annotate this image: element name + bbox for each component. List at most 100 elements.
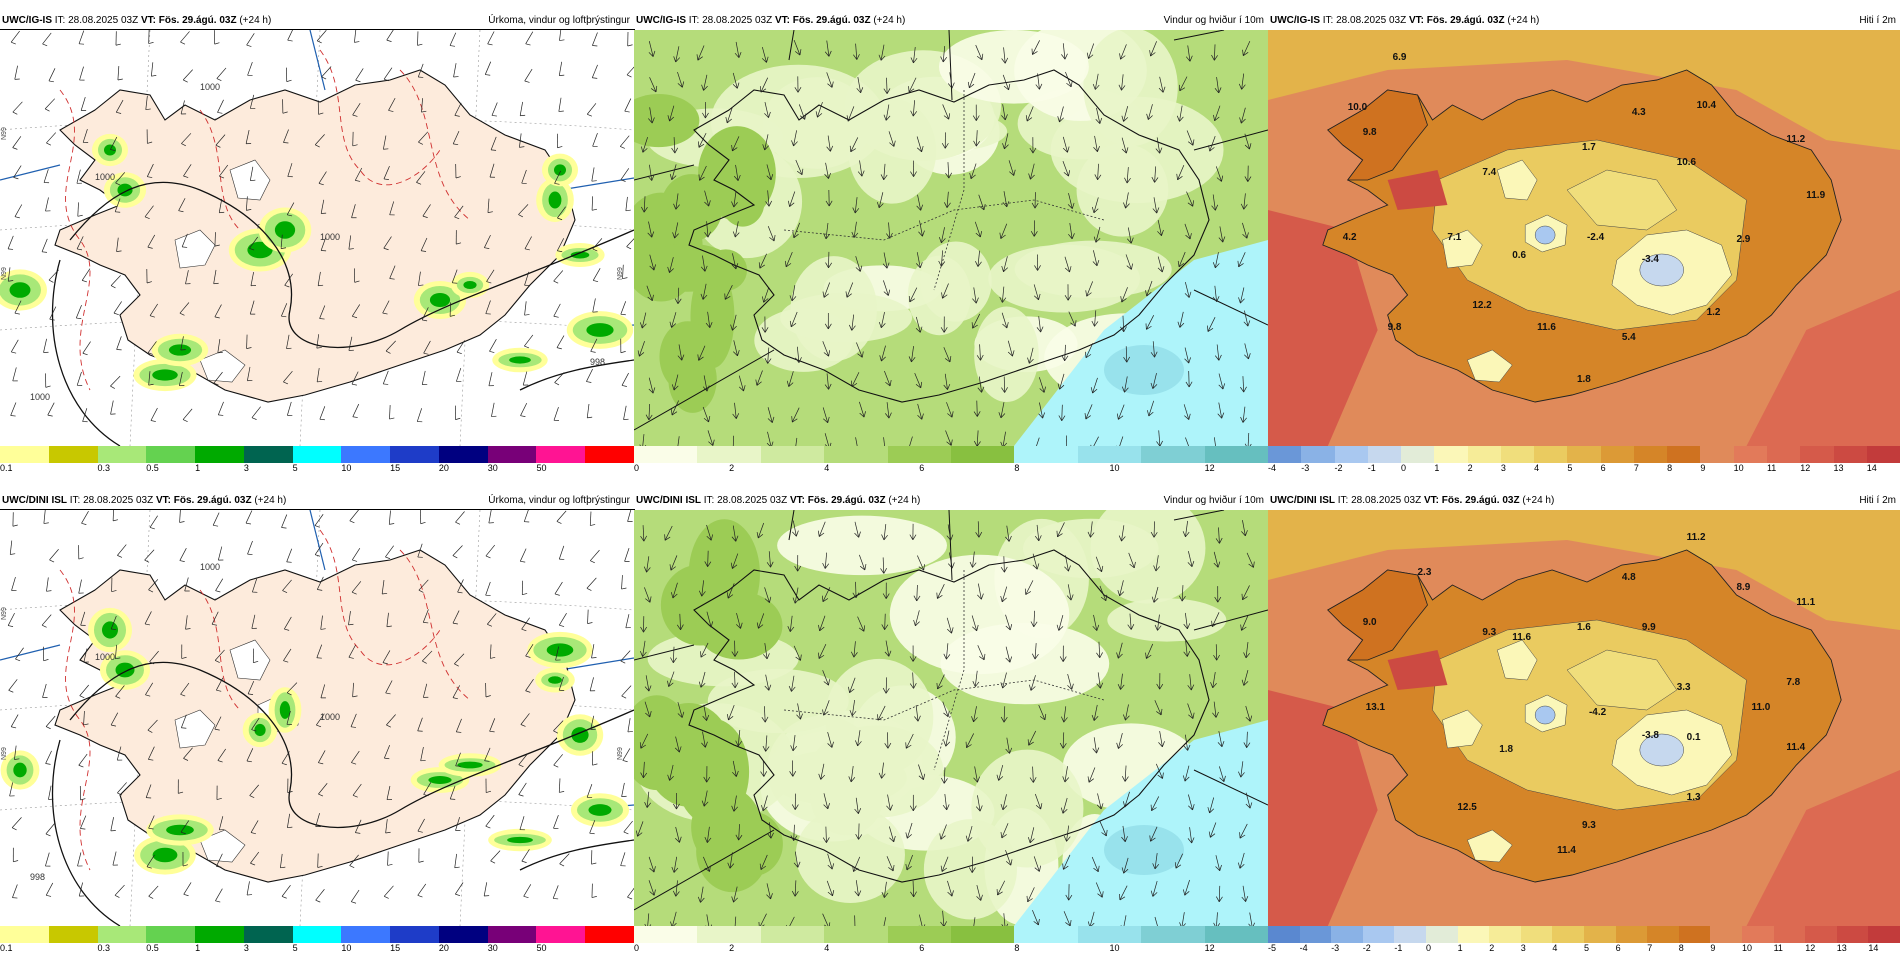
legend-swatch: [488, 926, 537, 943]
legend-tick: 0.3: [98, 463, 111, 473]
panel-header: UWC/IG-IS IT: 28.08.2025 03Z VT: Fös. 29…: [1268, 12, 1900, 30]
run-info: UWC/DINI ISL IT: 28.08.2025 03Z VT: Fös.…: [636, 492, 920, 510]
temperature-point-label: 11.6: [1537, 322, 1556, 333]
color-scale-legend: [0, 446, 634, 463]
legend-swatch: [1394, 926, 1426, 943]
legend-swatch: [1014, 926, 1077, 943]
legend-swatch: [1331, 926, 1363, 943]
temperature-point-label: 11.4: [1786, 742, 1805, 753]
temperature-point-label: 9.9: [1642, 622, 1656, 633]
temperature-point-label: 12.2: [1472, 300, 1492, 311]
legend-swatch: [1552, 926, 1584, 943]
temperature-point-label: 2.3: [1418, 567, 1432, 578]
legend-swatch: [1335, 446, 1368, 463]
legend-swatch: [98, 926, 147, 943]
legend-tick: 14: [1868, 943, 1878, 953]
color-scale-legend: [0, 926, 634, 943]
legend-tick: 9: [1710, 943, 1715, 953]
valid-time-label: VT:: [1409, 15, 1424, 26]
isobar-label: 1000: [30, 392, 50, 402]
panel-title: Vindur og hviður í 10m: [1164, 492, 1264, 510]
legend-swatch: [634, 926, 697, 943]
panel-title: Hiti í 2m: [1859, 12, 1896, 30]
run-info: UWC/IG-IS IT: 28.08.2025 03Z VT: Fös. 29…: [636, 12, 905, 30]
legend-tick: 11: [1767, 463, 1776, 473]
legend-tick: 8: [1014, 463, 1019, 473]
temperature-point-label: 11.1: [1796, 597, 1815, 608]
temperature-point-label: 1.8: [1499, 744, 1513, 755]
legend-swatch: [1679, 926, 1711, 943]
panel-title: Úrkoma, vindur og loftþrýstingur: [488, 492, 630, 510]
lead-time: (+24 h): [254, 495, 286, 506]
legend-swatch: [341, 926, 390, 943]
legend-swatch: [1634, 446, 1667, 463]
legend-tick: 10: [1742, 943, 1752, 953]
isobar-label: 1000: [200, 562, 220, 572]
legend-tick: 12: [1205, 463, 1215, 473]
temperature-point-label: 10.0: [1348, 102, 1368, 113]
legend-tick: -4: [1300, 943, 1308, 953]
lead-time: (+24 h): [239, 15, 271, 26]
legend-swatch: [1767, 446, 1800, 463]
legend-tick: 14: [1867, 463, 1877, 473]
panel-header: UWC/IG-IS IT: 28.08.2025 03Z VT: Fös. 29…: [0, 12, 634, 30]
legend-tick: 10: [341, 943, 351, 953]
panel-title: Úrkoma, vindur og loftþrýstingur: [488, 12, 630, 30]
temperature-point-label: 9.0: [1363, 617, 1377, 628]
temperature-point-label: 1.7: [1582, 142, 1596, 153]
valid-time: Fös. 29.ágú. 03Z: [174, 495, 252, 506]
legend-tick: 10: [1734, 463, 1744, 473]
init-time-label: IT:: [689, 15, 700, 26]
legend-tick: 12: [1805, 943, 1815, 953]
temperature-point-label: 9.8: [1388, 322, 1402, 333]
init-time-label: IT:: [1338, 495, 1349, 506]
model-name: UWC/IG-IS: [2, 15, 52, 26]
legend-tick: 1: [195, 943, 200, 953]
init-time: 28.08.2025 03Z: [68, 15, 138, 26]
legend-swatch: [1141, 446, 1204, 463]
isobar-label: 1000: [95, 652, 115, 662]
legend-swatch: [1567, 446, 1600, 463]
legend-swatch: [390, 446, 439, 463]
legend-tick: 4: [824, 943, 829, 953]
run-info: UWC/DINI ISL IT: 28.08.2025 03Z VT: Fös.…: [2, 492, 286, 510]
legend-swatch: [195, 446, 244, 463]
legend-swatch: [244, 446, 293, 463]
legend-tick: 1: [1434, 463, 1439, 473]
temperature-point-label: 11.6: [1512, 632, 1531, 643]
legend-swatch: [1868, 926, 1900, 943]
legend-tick: 10: [1110, 943, 1120, 953]
legend-tick: 5: [293, 943, 298, 953]
grid-edge-label: N99: [1, 607, 8, 620]
legend-swatch: [1800, 446, 1833, 463]
legend-swatch: [951, 926, 1014, 943]
map-svg: [634, 30, 1268, 446]
legend-tick: 3: [1521, 943, 1526, 953]
legend-swatch: [0, 446, 49, 463]
temperature-point-label: 8.9: [1737, 582, 1751, 593]
forecast-panel-wind: UWC/IG-IS IT: 28.08.2025 03Z VT: Fös. 29…: [634, 12, 1268, 477]
legend-swatch: [1837, 926, 1869, 943]
temperature-point-label: -2.4: [1587, 232, 1605, 243]
legend-tick: 0.5: [146, 463, 159, 473]
legend-swatch: [1458, 926, 1490, 943]
legend-swatch: [1742, 926, 1774, 943]
legend-tick: 12: [1205, 943, 1215, 953]
legend-tick: 15: [390, 463, 400, 473]
legend-swatch: [1834, 446, 1867, 463]
legend-tick: 4: [1534, 463, 1539, 473]
legend-swatch: [488, 446, 537, 463]
valid-time-label: VT:: [156, 495, 171, 506]
init-time: 28.08.2025 03Z: [702, 15, 772, 26]
legend-tick: 20: [439, 463, 449, 473]
legend-tick: 12: [1800, 463, 1810, 473]
temperature-point-label: 11.0: [1751, 702, 1770, 713]
isobar-label: 1000: [320, 232, 340, 242]
legend-swatch: [951, 446, 1014, 463]
temperature-point-label: 4.2: [1343, 232, 1357, 243]
color-scale-legend: [1268, 446, 1900, 463]
legend-swatch: [1468, 446, 1501, 463]
